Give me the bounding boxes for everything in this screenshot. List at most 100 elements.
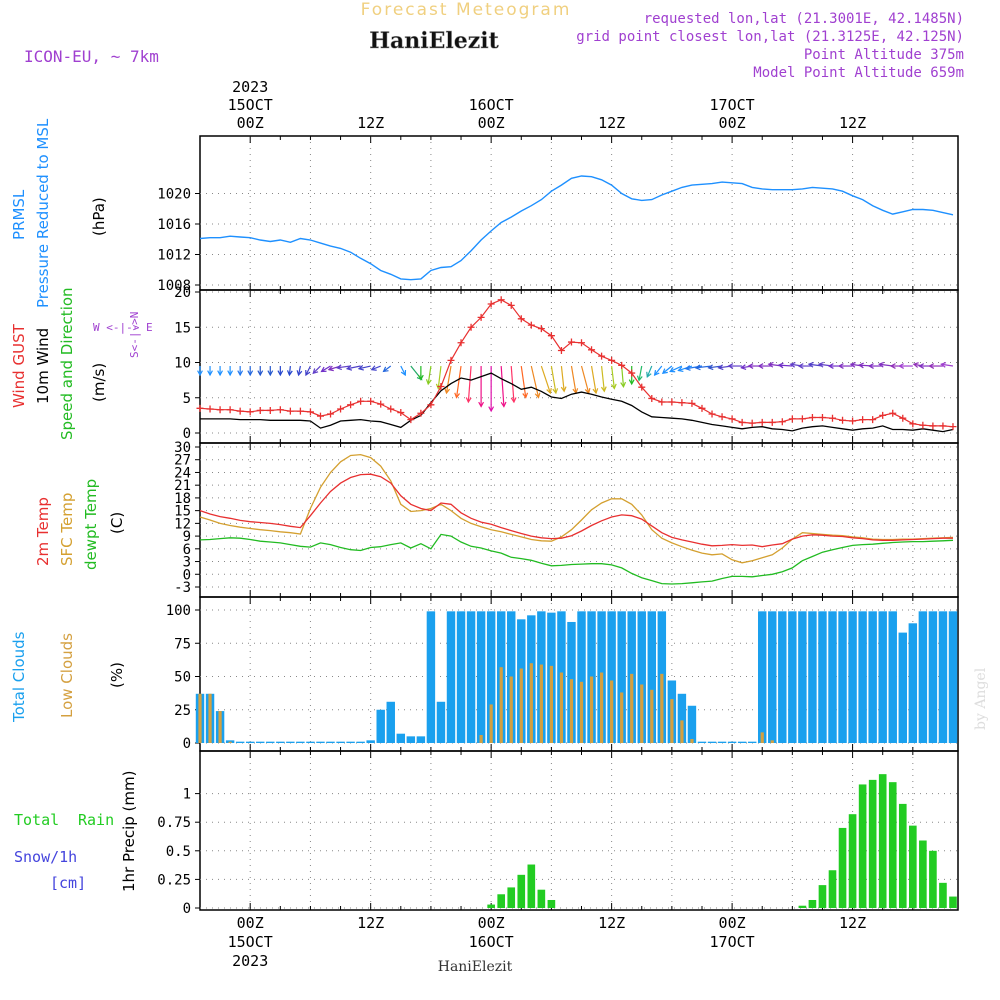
wind-gust-marker [347, 401, 355, 409]
y-tick-label: 9 [183, 529, 191, 545]
pressure-unit: (hPa) [90, 197, 108, 236]
wind-gust-marker [678, 399, 686, 407]
total-cloud-bar [326, 741, 335, 743]
wind-arrow-head [227, 370, 234, 377]
wind-gust-marker [447, 356, 455, 364]
rain-bar [898, 803, 907, 908]
rain-bar [909, 825, 917, 908]
sfc-temp-line [199, 453, 954, 564]
total-cloud-bar [316, 741, 325, 743]
y-tick-label: 0.75 [157, 815, 191, 831]
rain-bar [939, 882, 947, 908]
wind-gust-marker [377, 400, 385, 408]
wind-arrow-shaft [638, 365, 643, 381]
low-cloud-bar [208, 693, 212, 743]
sfc-temp-label: SFC Temp [58, 493, 76, 566]
wind-gust-marker [427, 401, 435, 409]
wind-gust-marker [357, 397, 365, 405]
station-name: HaniElezit [369, 28, 499, 54]
wind-arrow-head [789, 361, 796, 368]
wind-arrow-head [727, 363, 734, 369]
low-clouds-label: Low Clouds [58, 633, 76, 718]
total-cloud-bar [908, 623, 918, 743]
total-cloud-bar [778, 611, 787, 743]
wind-arrow-head [928, 363, 935, 369]
total-cloud-bar [758, 611, 767, 743]
y-tick-label: 25 [174, 703, 191, 719]
bottom-axis-label: 15OCT [228, 933, 273, 951]
wind-dir-label: Speed and Direction [58, 287, 76, 440]
wind-gust-marker [437, 382, 445, 390]
wind-gust-marker [457, 339, 465, 347]
rain-bar [929, 850, 937, 908]
y-tick-label: 18 [174, 491, 191, 507]
rain-bar [527, 864, 536, 908]
bottom-axis-label: 12Z [598, 914, 625, 932]
y-tick-label: 15 [174, 320, 191, 336]
wind-arrow [296, 365, 303, 377]
wind-arrow-head [435, 383, 442, 390]
low-cloud-bar [660, 673, 664, 743]
low-cloud-bar [499, 667, 503, 743]
low-cloud-bar [610, 680, 614, 743]
wind-arrow-shaft [778, 364, 793, 367]
wind-compass-vertical: S<-|->N [128, 312, 141, 358]
wind-gust-marker [628, 369, 636, 377]
total-cloud-bar [286, 741, 295, 743]
wind-gust-marker [226, 406, 234, 414]
wind-arrow [277, 366, 284, 377]
wind-gust-marker [196, 404, 204, 412]
y-tick-label: 5 [183, 391, 191, 407]
wind-compass-horizontal: W <-|-> E [93, 321, 153, 334]
wind-arrow-shaft [337, 365, 351, 369]
wind-arrow-head [500, 401, 507, 408]
total-cloud-bar [888, 611, 897, 743]
total-cloud-bar [306, 741, 315, 743]
wind-arrow [345, 365, 361, 371]
wind-gust-marker [527, 321, 535, 329]
rain-bar [878, 774, 887, 908]
wind-arrow-shaft [530, 365, 540, 398]
wind-gust-marker [648, 394, 656, 402]
wind-gust-marker [889, 409, 897, 417]
rain-bar [798, 905, 807, 908]
wind-arrow-shaft [358, 365, 371, 370]
wind-gust-marker [758, 418, 766, 426]
wind-gust-label: Wind GUST [10, 323, 28, 408]
total-cloud-bar [918, 611, 928, 743]
wind-gust-marker [899, 414, 907, 422]
wind-arrow [400, 365, 407, 377]
wind-arrow-head [296, 370, 303, 377]
total-cloud-bar [245, 741, 255, 743]
wind-arrow [530, 365, 541, 399]
rain-bar [858, 784, 867, 908]
total-cloud-bar [677, 693, 687, 743]
wind-arrow-shaft [621, 365, 625, 387]
wind-arrow-head [878, 361, 885, 368]
low-cloud-bar [479, 735, 483, 743]
wind-gust-marker [236, 407, 244, 415]
wind-gust-marker [477, 313, 485, 321]
wind-arrow [454, 365, 462, 399]
rain-bar [848, 814, 857, 908]
wind-arrow-head [488, 406, 495, 413]
total-cloud-bar [938, 611, 948, 743]
low-cloud-bar [509, 676, 513, 743]
total-cloud-bar [858, 611, 867, 743]
wind-arrow-head [400, 370, 407, 377]
wind-arrow [898, 363, 913, 369]
total-cloud-bar [336, 741, 345, 743]
total-cloud-bar [436, 701, 446, 743]
low-cloud-bar [579, 681, 584, 743]
wind-arrow [653, 365, 663, 377]
wind-arrow-head [636, 375, 643, 382]
y-tick-label: 1020 [157, 187, 191, 203]
wind-arrow [197, 366, 203, 377]
total-cloud-bar [878, 611, 887, 743]
wind-arrow [465, 365, 472, 404]
wind-arrow [237, 366, 244, 377]
low-cloud-bar [519, 668, 523, 743]
top-axis-label: 16OCT [469, 96, 514, 114]
wind-gust-marker [598, 352, 606, 360]
total-cloud-bar [828, 611, 837, 743]
